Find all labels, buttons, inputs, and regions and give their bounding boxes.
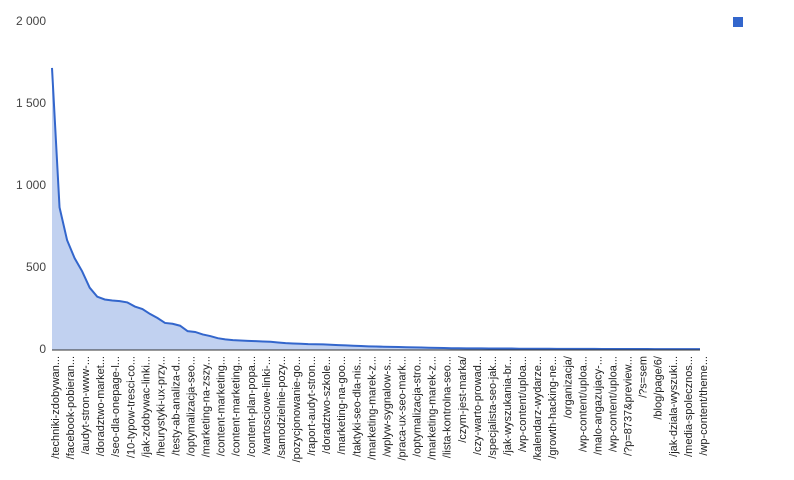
y-tick-label: 1 000 [16,178,46,192]
x-tick-label: /content-marketing... [231,356,243,456]
x-tick-label: /?p=8737&preview... [623,356,635,456]
x-tick-label: /10-typow-tresci-co... [125,356,137,458]
x-tick-label: /techniki-zdobywan... [50,356,62,459]
x-tick-label: /praca-ux-seo-mark... [397,356,409,461]
x-tick-label: /wplyw-sygnalow-s... [381,356,393,457]
x-tick-label: /lista-kontrolna-seo... [442,356,454,458]
legend-swatch [733,17,743,27]
x-tick-label: /growth-hacking-ne... [547,356,559,459]
y-tick-label: 1 500 [16,96,46,110]
x-tick-label: /blog/page/6/ [653,355,665,420]
x-tick-label: /marketing-marek-z... [427,356,439,460]
x-tick-label: /wp-content/uploa... [577,356,589,452]
x-tick-label: /media-spolecznos... [683,356,695,457]
x-tick-label: /content-plan-popa... [246,356,258,457]
x-tick-label: /czym-jest-marka/ [457,355,469,443]
x-tick-label: /heurystyki-ux-przy... [155,356,167,457]
x-tick-label: /kalendarz-wydarze... [532,356,544,461]
x-tick-label: /marketing-marek-z... [366,356,378,460]
line [51,67,700,351]
x-tick-label: /wp-content/uploa... [607,356,619,452]
x-tick-label: /doradztwo-market... [95,356,107,456]
x-tick-label: /doradztwo-szkole... [321,356,333,454]
x-tick-label: /content-marketing... [216,356,228,456]
x-tick-label: /wp-content/theme... [698,356,710,456]
x-tick-label: /jak-dziala-wyszuki... [668,356,680,457]
x-tick-label: /czy-warto-prowad... [472,356,484,455]
x-tick-label: /organizacja/ [562,355,574,418]
y-tick-label: 500 [26,260,46,274]
x-tick-label: /marketing-na-goo... [336,356,348,454]
y-tick-label: 0 [39,342,46,356]
x-tick-label: /optymalizacja-stro... [412,356,424,457]
x-tick-label: /specjalista-seo-jak... [487,356,499,459]
x-tick-label: /audyt-stron-www-... [80,356,92,454]
x-tick-label: /seo-dla-onepage-l... [110,356,122,457]
x-tick-label: /taktyki-seo-dla-nis... [351,356,363,457]
x-tick-label: /raport-audyt-stron... [306,356,318,456]
x-tick-label: /optymalizacja-seo... [186,356,198,456]
x-tick-label: /pozycjonowanie-go... [291,356,303,462]
area [52,67,700,351]
x-tick-label: /jak-zdobywac-linki... [140,356,152,457]
x-tick-label: /facebook-pobieran... [65,356,77,459]
x-tick-label: /malo-angazujacy-... [592,356,604,455]
x-tick-label: /testy-ab-analiza-d... [170,356,182,456]
x-tick-label: /marketing-na-zszy... [201,356,213,457]
x-tick-label: /?s=sem [638,356,650,398]
x-tick-label: /samodzielnie-pozy... [276,356,288,459]
x-tick-label: /wp-content/uploa... [517,356,529,452]
x-tick-label: /jak-wyszukania-br... [502,356,514,456]
x-tick-label: /wartosciowe-linki-... [261,356,273,455]
y-tick-label: 2 000 [16,14,46,28]
